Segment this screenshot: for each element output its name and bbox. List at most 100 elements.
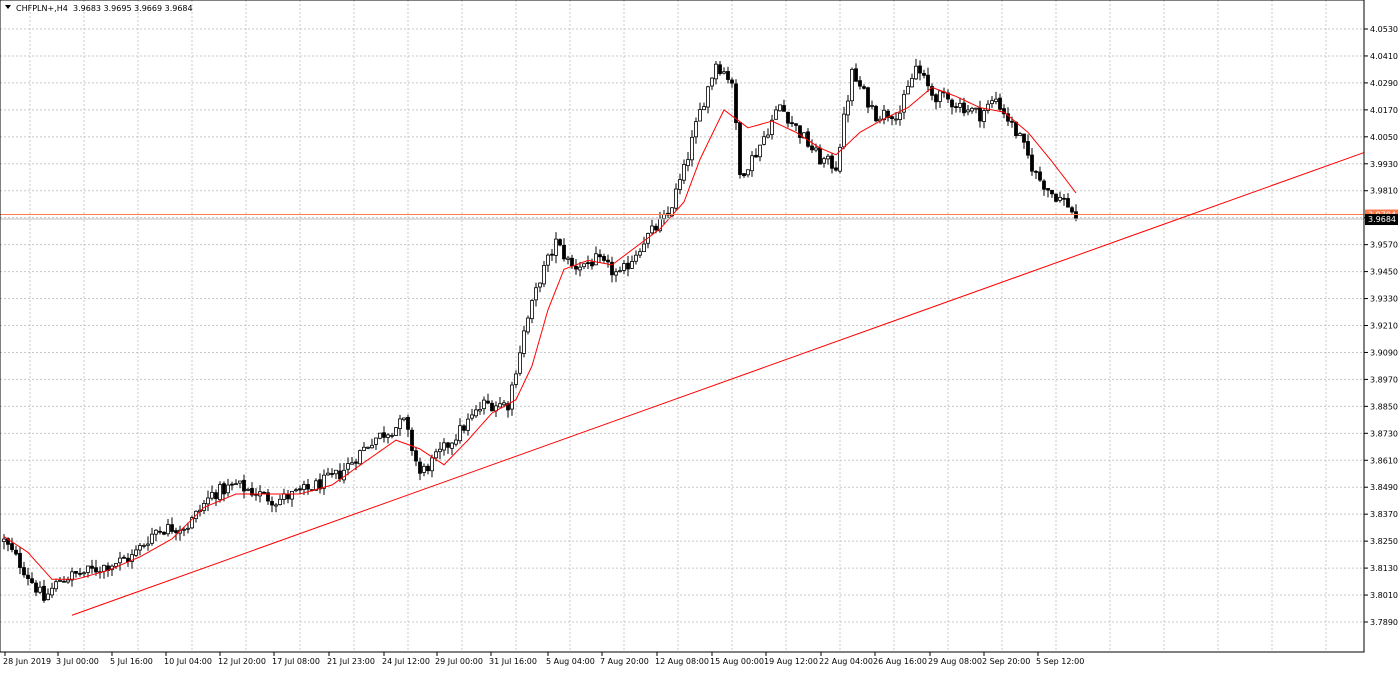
candle [138,542,142,556]
candle [638,248,642,258]
time-axis[interactable]: 28 Jun 2019 3 Jul 00:00 5 Jul 16:00 10 Jul … [3,652,1084,666]
candle [1038,166,1042,183]
candle [1046,188,1050,198]
candle [514,370,518,388]
candle [210,485,214,501]
candle [626,256,630,277]
candle [78,568,82,577]
candle [1026,134,1030,159]
candle [10,537,14,553]
x-tick-label: 21 Jul 23:00 [327,657,375,666]
candle [778,104,782,112]
symbol-menu-triangle-icon[interactable] [5,5,11,9]
x-tick-label: 3 Jul 00:00 [56,657,99,666]
candle [14,545,18,556]
candle [558,238,562,247]
candle [326,467,330,476]
candle [958,97,962,113]
price-tags: 3.97043.9684 [1365,209,1398,226]
candle [422,463,426,477]
candle [406,414,410,437]
candle [962,97,966,117]
candle [794,123,798,132]
candle [334,469,338,480]
candle [414,446,418,467]
candle [1062,194,1066,206]
current-price-tag: 3.9684 [1365,214,1398,226]
candle [854,63,858,82]
candle [614,268,618,283]
candle [466,413,470,436]
candle [458,418,462,444]
y-tick-label: 3.8970 [1370,375,1398,384]
candle [410,427,414,456]
candle [454,434,458,447]
candle [346,457,350,476]
candle [378,432,382,440]
trendline[interactable] [71,152,1365,616]
y-tick-label: 3.8730 [1370,429,1398,438]
candle [218,481,222,503]
candle [766,128,770,139]
candle [866,86,870,114]
candle [42,579,46,603]
candle [370,438,374,449]
candle [994,91,998,105]
candle [550,248,554,261]
candle [398,414,402,436]
candle [546,253,550,272]
candle [754,148,758,158]
candle [950,98,954,115]
candle [698,102,702,122]
candle [482,396,486,415]
candle [746,169,750,178]
candle [650,219,654,236]
candle [1006,107,1010,126]
x-tick-label: 5 Jul 16:00 [110,657,153,666]
candle [134,545,138,558]
candle [706,85,710,114]
candle [966,104,970,116]
candle [874,104,878,123]
candle [214,489,218,507]
candle [470,408,474,421]
candle [606,254,610,268]
y-tick-label: 4.0290 [1370,79,1398,88]
y-tick-label: 3.9090 [1370,348,1398,357]
candle [774,105,778,120]
y-tick-label: 3.8370 [1370,510,1398,519]
y-tick-label: 3.9810 [1370,187,1398,196]
candle [66,576,70,584]
candle [762,130,766,146]
candle [930,83,934,101]
candle [510,381,514,416]
candle [402,417,406,422]
x-tick-label: 19 Aug 12:00 [764,657,818,666]
candle [758,144,762,162]
candle [602,253,606,263]
x-tick-label: 10 Jul 04:00 [164,657,212,666]
y-tick-label: 3.9450 [1370,268,1398,277]
candle [230,481,234,491]
candle [274,502,278,513]
candle [1030,147,1034,176]
candle [54,578,58,592]
candle [810,139,814,154]
candle [710,77,714,91]
candle [702,102,706,111]
candle [734,79,738,131]
candle [394,427,398,436]
candle [206,490,210,512]
candle [686,152,690,172]
grid [0,0,1364,652]
candle [1002,104,1006,119]
candle [474,405,478,418]
candle [678,173,682,195]
candle [982,108,986,129]
y-tick-label: 3.8610 [1370,456,1398,465]
candle [142,543,146,549]
candle [122,554,126,559]
